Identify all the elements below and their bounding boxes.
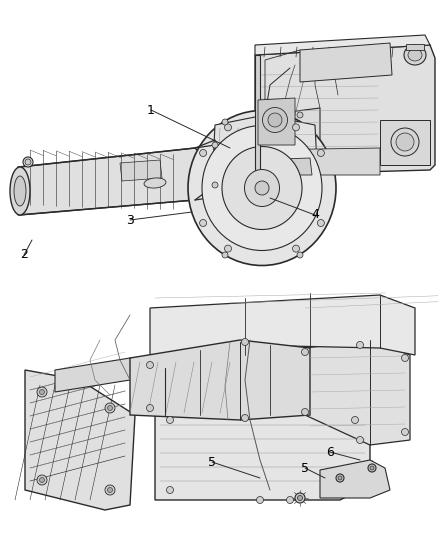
Ellipse shape [222, 252, 228, 258]
Polygon shape [212, 115, 318, 185]
Polygon shape [0, 20, 438, 270]
Ellipse shape [105, 403, 115, 413]
Ellipse shape [107, 488, 113, 492]
Polygon shape [255, 55, 260, 175]
Ellipse shape [146, 361, 153, 368]
Text: 6: 6 [326, 446, 334, 458]
Ellipse shape [255, 181, 269, 195]
Text: 4: 4 [311, 208, 319, 222]
Ellipse shape [202, 125, 322, 251]
Polygon shape [25, 370, 135, 510]
Polygon shape [320, 460, 390, 498]
Ellipse shape [338, 476, 342, 480]
Polygon shape [55, 358, 165, 392]
Ellipse shape [166, 416, 173, 424]
Polygon shape [150, 295, 415, 358]
Text: 3: 3 [126, 214, 134, 227]
Polygon shape [130, 340, 310, 420]
Ellipse shape [404, 45, 426, 65]
Polygon shape [300, 43, 392, 82]
Polygon shape [258, 98, 295, 145]
Polygon shape [255, 45, 435, 175]
Ellipse shape [212, 142, 218, 148]
Ellipse shape [188, 110, 336, 265]
Ellipse shape [297, 496, 303, 500]
Polygon shape [155, 405, 370, 500]
Ellipse shape [23, 157, 33, 167]
Ellipse shape [402, 354, 409, 361]
Ellipse shape [301, 349, 308, 356]
Ellipse shape [301, 408, 308, 416]
Ellipse shape [225, 124, 232, 131]
Ellipse shape [262, 108, 287, 133]
Ellipse shape [370, 466, 374, 470]
Ellipse shape [295, 493, 305, 503]
Ellipse shape [39, 478, 45, 482]
Polygon shape [380, 120, 430, 165]
Ellipse shape [107, 406, 113, 410]
Ellipse shape [293, 124, 300, 131]
Ellipse shape [14, 176, 26, 206]
Ellipse shape [241, 338, 248, 345]
Ellipse shape [10, 167, 30, 215]
Ellipse shape [352, 487, 358, 494]
Ellipse shape [318, 220, 325, 227]
Ellipse shape [396, 133, 414, 151]
Polygon shape [255, 148, 380, 175]
Ellipse shape [293, 245, 300, 252]
Polygon shape [406, 44, 424, 50]
Ellipse shape [336, 474, 344, 482]
Ellipse shape [286, 497, 293, 504]
Polygon shape [120, 160, 162, 181]
Ellipse shape [368, 464, 376, 472]
Ellipse shape [352, 416, 358, 424]
Ellipse shape [212, 182, 218, 188]
Ellipse shape [39, 390, 45, 394]
Text: 2: 2 [20, 248, 28, 262]
Polygon shape [18, 148, 200, 215]
Ellipse shape [37, 475, 47, 485]
Ellipse shape [297, 252, 303, 258]
Ellipse shape [222, 147, 302, 230]
Polygon shape [265, 108, 320, 175]
Ellipse shape [146, 405, 153, 411]
Polygon shape [0, 278, 438, 533]
Ellipse shape [391, 128, 419, 156]
Text: 5: 5 [208, 456, 216, 469]
Ellipse shape [166, 487, 173, 494]
Text: 5: 5 [301, 462, 309, 474]
Ellipse shape [357, 437, 364, 443]
Ellipse shape [297, 112, 303, 118]
Ellipse shape [200, 220, 207, 227]
Ellipse shape [318, 149, 325, 157]
Ellipse shape [408, 49, 422, 61]
Ellipse shape [257, 497, 264, 504]
Ellipse shape [144, 178, 166, 188]
Ellipse shape [241, 415, 248, 422]
Polygon shape [305, 340, 410, 445]
Text: 1: 1 [147, 103, 155, 117]
Ellipse shape [357, 342, 364, 349]
Ellipse shape [105, 485, 115, 495]
Ellipse shape [268, 113, 282, 127]
Ellipse shape [200, 149, 207, 157]
Ellipse shape [37, 387, 47, 397]
Polygon shape [255, 35, 430, 55]
Polygon shape [20, 155, 200, 195]
Polygon shape [255, 158, 312, 175]
Ellipse shape [402, 429, 409, 435]
Ellipse shape [25, 159, 31, 165]
Ellipse shape [244, 169, 279, 206]
Ellipse shape [222, 119, 228, 125]
Ellipse shape [225, 245, 232, 252]
